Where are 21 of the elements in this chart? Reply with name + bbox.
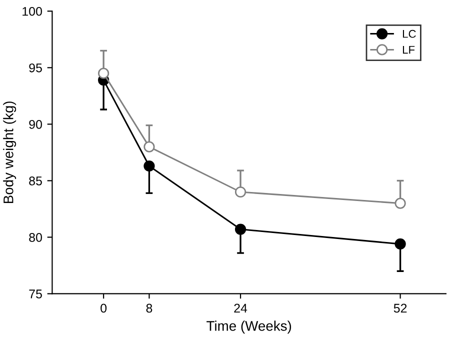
x-tick-label: 0 (100, 304, 107, 313)
y-axis-title: Body weight (kg) (3, 102, 16, 204)
y-tick-label: 75 (29, 290, 42, 298)
y-tick-label: 80 (29, 233, 42, 242)
legend-label: LC (402, 30, 416, 38)
x-tick-label: 24 (234, 304, 248, 313)
point (98, 68, 110, 79)
point (234, 186, 246, 198)
point (144, 160, 155, 172)
y-tick-label: 95 (29, 63, 42, 72)
y-tick-label: 100 (22, 6, 42, 16)
x-tick-label: 52 (394, 304, 407, 313)
x-tick-label: 8 (146, 304, 152, 313)
point (394, 238, 406, 250)
legend-label: LF (402, 46, 415, 54)
y-tick-label: 85 (29, 176, 42, 186)
y-tick-label: 90 (29, 120, 42, 129)
point (144, 141, 155, 152)
point (234, 224, 246, 235)
point (394, 198, 406, 209)
x-axis-title: Time (Weeks) (206, 320, 292, 334)
